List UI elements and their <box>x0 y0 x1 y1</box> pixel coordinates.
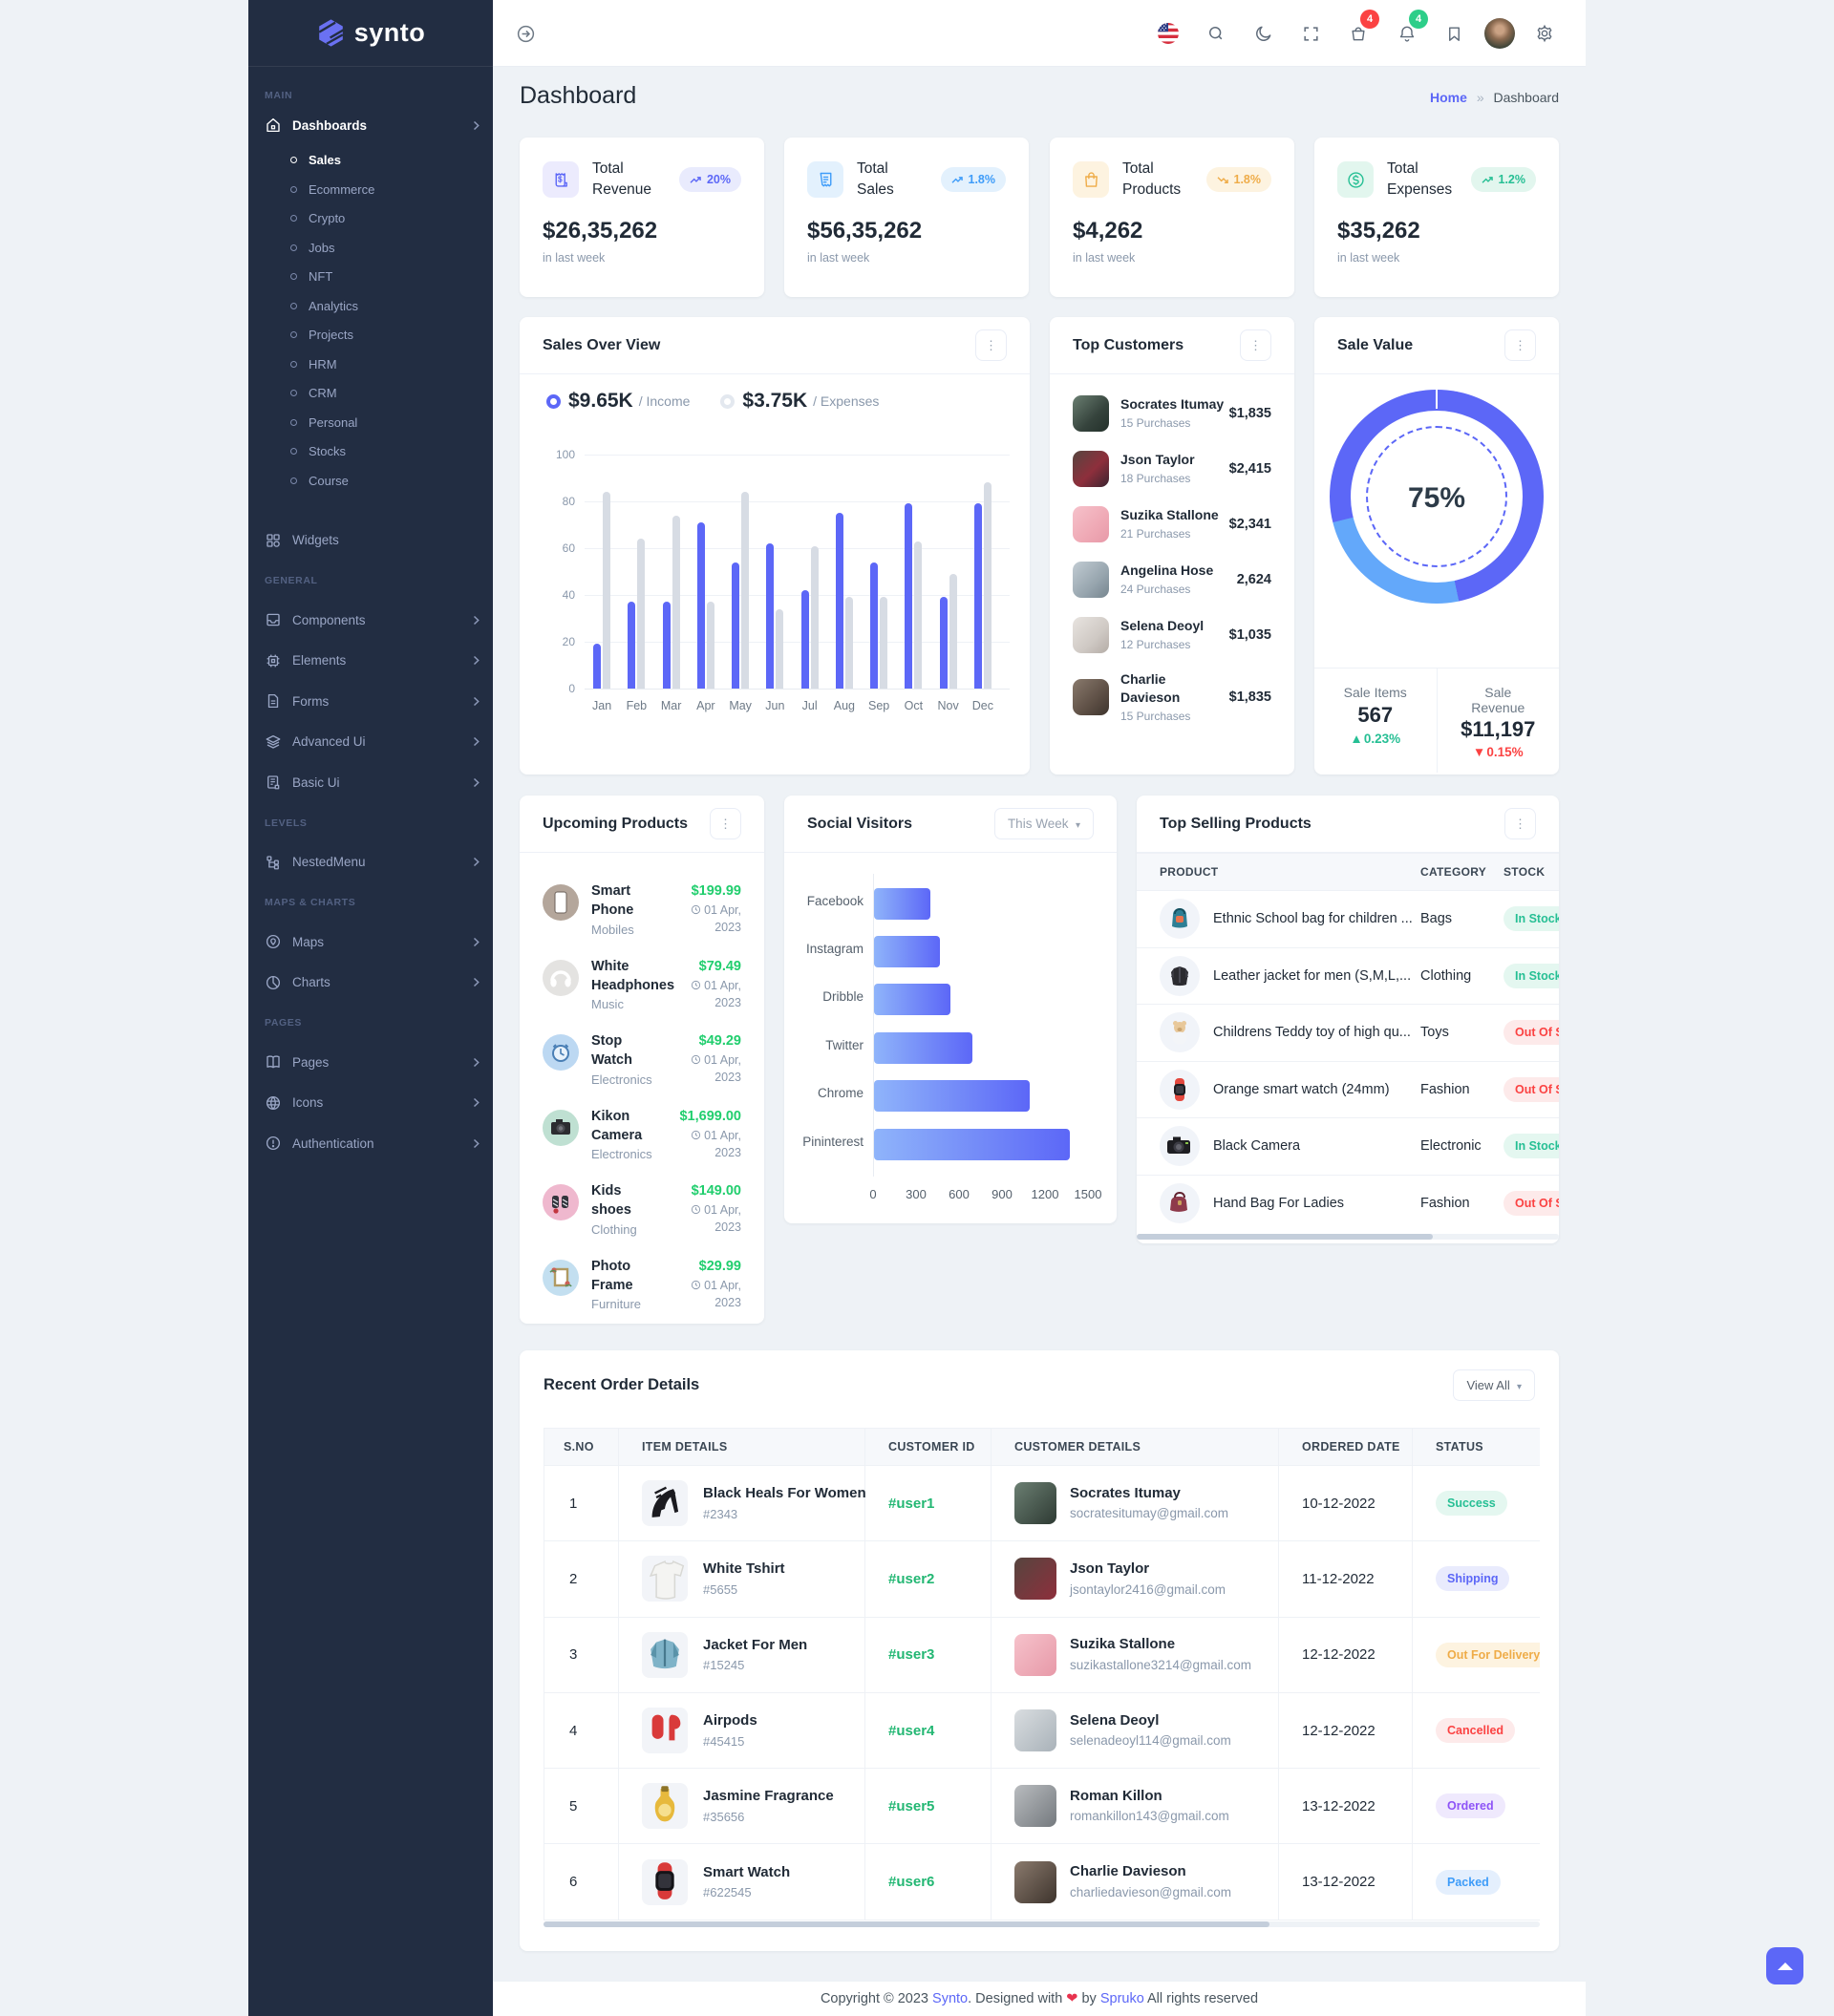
svg-text:$: $ <box>558 175 563 183</box>
